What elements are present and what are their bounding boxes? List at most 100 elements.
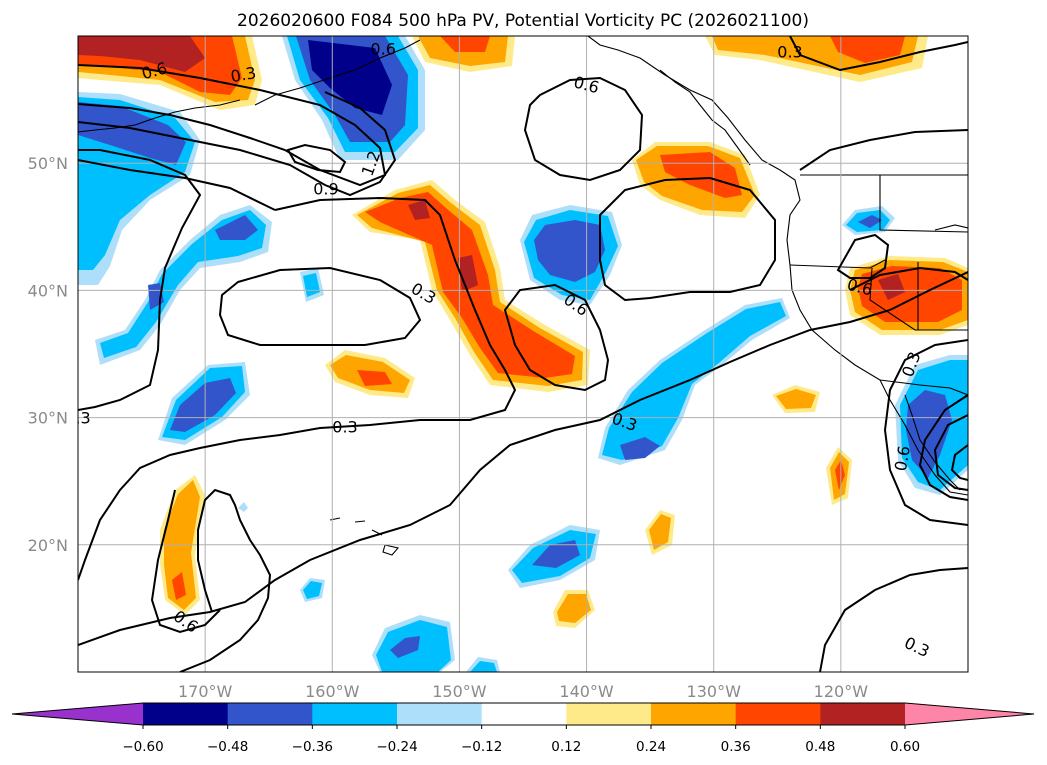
chart-title: 2026020600 F084 500 hPa PV, Potential Vo…	[237, 11, 809, 31]
pv-anomaly-negative	[470, 661, 497, 672]
contour-line	[819, 567, 968, 672]
contour-line	[918, 394, 968, 501]
colorbar-segment	[227, 703, 313, 725]
alaska-southeast-islands	[659, 69, 751, 166]
y-tick-label: 40°N	[28, 281, 68, 300]
contour-line	[883, 339, 968, 526]
contour-label-text: 0.3	[229, 63, 257, 86]
x-tick-label: 170°W	[178, 682, 233, 701]
map-frame	[77, 35, 969, 673]
pv-anomaly-positive	[440, 36, 490, 52]
longitude-tick-labels: 170°W 160°W 150°W 140°W 130°W 120°W	[178, 682, 868, 701]
colorbar-tick-label: 0.60	[890, 739, 920, 755]
pv-anomaly-negative	[532, 540, 580, 568]
contour-label-text: 0.6	[370, 40, 395, 59]
pv-anomaly-negative	[78, 102, 186, 165]
colorbar-segment	[651, 703, 737, 725]
contour-label-text: 0.3	[777, 42, 802, 61]
contour-line	[78, 64, 387, 187]
colorbar	[11, 702, 1035, 726]
colorbar-segment	[143, 703, 229, 725]
contour-line	[179, 488, 272, 672]
contour-label: 0.3	[777, 42, 802, 61]
colorbar-tick-label: 0.12	[551, 739, 581, 755]
contour-label: 0.6	[370, 40, 395, 59]
x-tick-label: 120°W	[814, 682, 869, 701]
colorbar-segment	[481, 703, 567, 725]
contour-label-text: 0.6	[891, 444, 914, 472]
colorbar-segment	[566, 703, 652, 725]
contour-line	[950, 444, 968, 481]
colorbar-tick-label: −0.48	[207, 739, 248, 755]
contour-line	[150, 489, 221, 634]
pv-anomaly-positive	[557, 594, 591, 623]
contour-line	[836, 233, 890, 279]
contour-line	[933, 414, 968, 491]
contour-line	[286, 143, 347, 174]
contour-line	[78, 271, 968, 646]
contour-label: 0.3	[229, 63, 257, 86]
contour-label: 0.3	[65, 409, 91, 428]
baja-coastline	[904, 394, 961, 491]
pv-filled-contours	[78, 36, 968, 672]
x-tick-label: 130°W	[687, 682, 742, 701]
pv-contour-lines	[78, 36, 968, 672]
pv-anomaly-positive	[830, 36, 905, 63]
x-tick-label: 160°W	[305, 682, 360, 701]
y-tick-label: 30°N	[28, 409, 68, 428]
pv-anomaly-negative	[303, 581, 322, 599]
pv-anomaly-negative	[858, 215, 882, 228]
pv-anomaly-positive	[458, 255, 478, 292]
colorbar-tick-label: −0.60	[122, 739, 163, 755]
pv-anomaly-negative	[534, 220, 605, 282]
contour-line	[78, 159, 276, 211]
contour-label-text: 0.3	[332, 418, 357, 437]
contour-line	[849, 266, 968, 291]
contour-line	[78, 91, 397, 197]
mexico-border	[879, 379, 968, 396]
contour-line	[799, 129, 968, 171]
contour-line	[503, 283, 610, 392]
pv-anomaly-negative	[620, 437, 660, 460]
colorbar-tick-label: −0.24	[376, 739, 417, 755]
colorbar-tick-label: 0.24	[636, 739, 666, 755]
colorbar-tick-labels: −0.60 −0.48 −0.36 −0.24 −0.12 0.12 0.24 0.36 0.4…	[122, 725, 920, 755]
north-america-coastline	[587, 36, 968, 496]
y-tick-label: 50°N	[28, 154, 68, 173]
pv-anomaly-positive	[649, 514, 671, 550]
contour-line	[78, 149, 202, 411]
pv-anomaly-positive	[776, 389, 816, 409]
colorbar-segment	[820, 703, 906, 725]
pv-anomaly-positive	[408, 200, 430, 220]
pv-anomaly-negative	[238, 502, 248, 512]
colorbar-segment	[312, 703, 398, 725]
pv-anomaly-negative	[170, 378, 236, 432]
pv-anomaly-negative	[215, 215, 258, 240]
colorbar-segment	[735, 703, 821, 725]
pv-anomaly-negative	[390, 636, 420, 658]
pv-anomaly-negative	[602, 302, 786, 460]
colorbar-tick-label: −0.36	[292, 739, 333, 755]
pv-anomaly-positive	[78, 36, 205, 72]
pv-anomaly-negative	[303, 273, 320, 297]
contour-line	[523, 76, 644, 182]
x-tick-label: 140°W	[559, 682, 614, 701]
pv-anomaly-positive	[835, 460, 845, 490]
colorbar-extend-min	[12, 703, 143, 725]
contour-label-text: 0.3	[65, 409, 90, 428]
pv-anomaly-negative	[100, 210, 266, 358]
pv-anomaly-positive	[357, 370, 392, 386]
latitude-tick-labels: 20°N 30°N 40°N 50°N	[28, 154, 68, 555]
contour-label: 0.6	[891, 444, 914, 472]
colorbar-tick-label: 0.36	[721, 739, 751, 755]
y-tick-label: 20°N	[28, 536, 68, 555]
colorbar-tick-label: −0.12	[461, 739, 502, 755]
pv-anomaly-negative	[308, 40, 392, 115]
colorbar-extend-max	[905, 703, 1034, 725]
contour-line	[218, 266, 422, 346]
colorbar-segment	[397, 703, 483, 725]
hawaii-islands	[329, 517, 400, 556]
pv-anomaly-positive	[878, 274, 905, 300]
contour-label: 0.9	[313, 180, 338, 199]
